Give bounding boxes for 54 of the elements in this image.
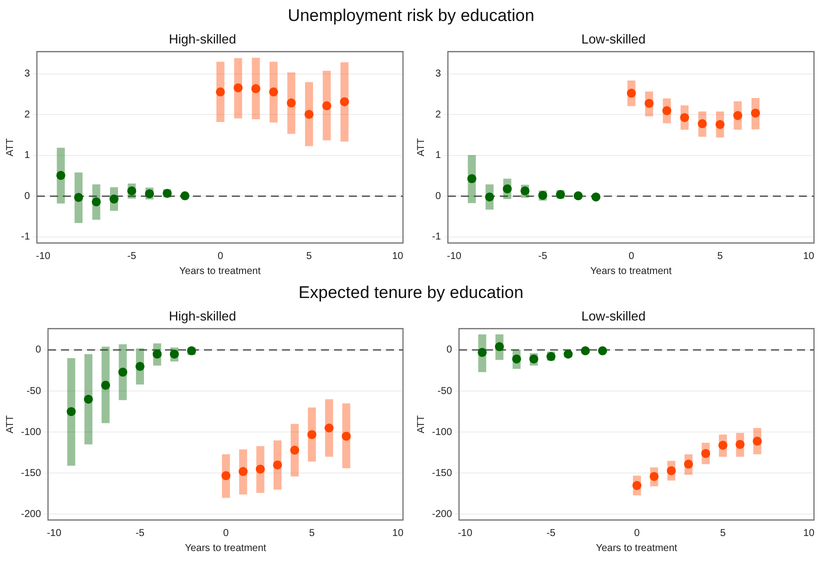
x-tick-label: 0 [634,528,640,539]
y-tick-label: -50 [26,386,42,397]
x-tick-label: 5 [717,250,724,262]
x-tick-label: -10 [446,250,462,262]
x-tick-label: -10 [46,528,62,539]
chart-title: Unemployment risk by education [286,5,536,27]
x-axis-title: Years to treatment [179,266,261,277]
y-axis-title: ATT [4,415,16,434]
x-tick-label: -5 [136,528,145,539]
x-tick-label: 5 [309,528,316,539]
y-tick-label: -100 [432,426,452,438]
chart-subtitle: High-skilled [168,31,236,46]
x-tick-label: 10 [392,250,404,262]
y-axis-title: ATT [4,138,16,156]
x-tick-label: -10 [458,528,473,539]
chart-title: Expected tenure by education [298,282,524,304]
x-tick-label: -5 [127,250,137,262]
y-tick-label: -50 [438,386,452,397]
y-tick-label: -150 [432,468,452,479]
x-tick-label: 0 [628,250,635,262]
y-tick-label: -150 [21,468,42,479]
y-tick-label: 1 [435,150,442,162]
y-axis-title: ATT [416,415,427,434]
y-axis-title: ATT [416,138,427,156]
x-tick-label: 5 [720,528,726,539]
y-tick-label: -1 [20,232,30,243]
x-tick-label: 10 [803,528,815,539]
y-tick-label: -1 [432,232,442,243]
x-tick-label: -10 [36,250,51,262]
x-tick-label: 5 [306,250,312,262]
x-tick-label: 0 [223,528,230,539]
y-tick-label: 3 [24,68,30,80]
x-axis-title: Years to treatment [596,542,678,554]
y-tick-label: -100 [21,426,42,438]
y-tick-label: -200 [432,509,452,520]
x-tick-label: -5 [546,528,556,539]
y-tick-label: 1 [24,150,30,162]
y-tick-label: 0 [446,344,452,356]
y-tick-label: 0 [435,190,442,202]
x-axis-title: Years to treatment [590,266,672,277]
y-tick-label: 2 [435,109,442,120]
y-tick-label: 0 [35,344,42,356]
chart-subtitle: Low-skilled [581,31,646,46]
y-tick-label: -200 [21,509,42,520]
chart-subtitle: High-skilled [168,308,236,324]
x-tick-label: 10 [392,528,404,539]
x-tick-label: -5 [538,250,548,262]
y-tick-label: 0 [24,190,30,202]
chart-subtitle: Low-skilled [581,308,646,324]
y-tick-label: 3 [435,68,442,80]
x-axis-title: Years to treatment [184,542,266,554]
x-tick-label: 0 [218,250,224,262]
y-tick-label: 2 [24,109,30,120]
x-tick-label: 10 [803,250,815,262]
